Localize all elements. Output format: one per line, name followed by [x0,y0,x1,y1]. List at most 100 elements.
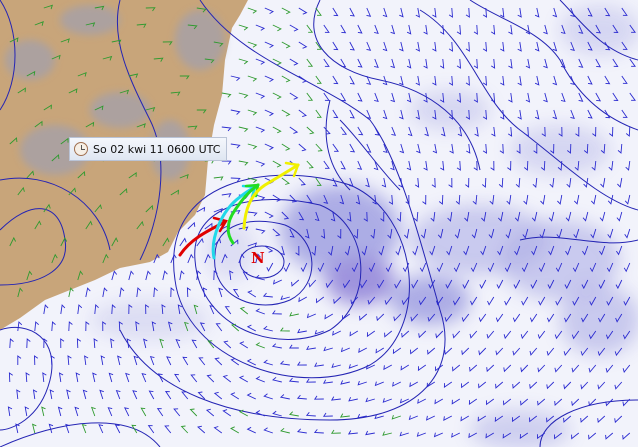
wind-barb-icon [482,143,488,154]
wind-barb-icon [239,306,249,315]
wind-barb-icon [68,287,74,298]
wind-barb-icon [516,143,521,154]
wind-barb-icon [479,279,487,289]
cloud-over-land [5,5,225,180]
wind-barb-icon [366,41,372,51]
wind-barb-icon [361,245,368,256]
wind-barb-icon [378,245,385,256]
wind-barb-icon [486,398,495,406]
wind-barb-icon [570,41,575,51]
wind-barb-icon [582,211,589,222]
wind-barb-icon [525,24,531,35]
wind-barb-icon [512,381,521,389]
wind-barb-icon [604,41,611,51]
wind-barb-icon [604,7,611,17]
wind-barb-icon [179,75,190,80]
wind-barb-icon [153,287,158,298]
wind-barb-icon [374,24,379,35]
wind-barb-icon [497,245,504,256]
wind-barb-icon [289,194,298,203]
wind-barb-icon [177,304,183,315]
wind-barb-icon [513,279,521,289]
wind-barb-icon [580,415,589,423]
wind-barb-icon [279,360,290,366]
wind-barb-icon [133,355,139,366]
wind-barb-icon [448,7,454,18]
wind-barb-icon [399,41,404,52]
wind-barb-icon [382,7,388,18]
wind-barb-icon [94,304,99,315]
wind-barb-icon [595,92,602,102]
wind-barb-icon [24,406,30,417]
wind-barb-icon [359,313,368,321]
wind-barb-icon [399,7,404,18]
wind-barb-icon [505,228,512,239]
clock-icon [74,142,88,156]
wind-barb-icon [534,7,540,18]
wind-barb-icon [357,413,367,419]
wind-barb-icon [448,41,454,52]
wind-barb-icon [272,228,281,237]
wind-barb-icon [60,338,65,349]
wind-barb-icon [517,7,522,18]
wind-barb-icon [366,143,372,153]
wind-barb-icon [355,194,361,205]
wind-barb-icon [357,92,363,102]
wind-barb-icon [164,425,172,434]
wind-barb-icon [247,177,258,184]
wind-barb-icon [332,75,339,85]
wind-barb-icon [85,121,95,128]
wind-barb-icon [179,237,187,247]
route-red-arrow-icon [212,216,228,233]
wind-barb-icon [411,279,419,289]
wind-barb-icon [334,262,342,273]
wind-barb-icon [473,92,478,103]
wind-barb-icon [570,109,575,119]
wind-barb-icon [323,126,331,135]
wind-barb-icon [384,330,393,338]
wind-barb-icon [380,211,385,222]
wind-barb-icon [590,228,597,239]
wind-barb-icon [170,189,180,196]
wind-barb-icon [486,330,495,339]
wind-barb-icon [186,287,191,298]
wind-barb-icon [230,426,240,434]
wind-barb-icon [111,304,116,315]
wind-barb-icon [529,313,538,323]
wind-barb-icon [247,75,258,82]
wind-barb-icon [581,313,589,323]
wind-barb-icon [402,262,410,273]
wind-barb-icon [157,373,164,383]
wind-barb-icon [456,92,462,103]
wind-barb-icon [143,338,148,349]
wind-barb-icon [398,177,403,188]
wind-barb-icon [131,424,138,434]
wind-barb-icon [218,287,223,298]
wind-barb-icon [406,160,412,171]
wind-barb-icon [43,203,51,213]
wind-barb-icon [437,228,444,239]
wind-barb-icon [396,211,402,222]
wind-barb-icon [595,58,602,68]
wind-barb-icon [317,262,325,273]
wind-barb-icon [589,262,597,273]
wind-barb-icon [502,432,512,439]
wind-barb-icon [496,279,504,289]
wind-barb-icon [400,364,410,371]
wind-barb-icon [255,342,265,349]
wind-barb-icon [431,177,436,188]
wind-barb-icon [456,160,461,171]
wind-barb-icon [469,364,478,372]
wind-barb-icon [351,262,359,273]
wind-barb-icon [232,289,240,298]
low-pressure-center-label: N [251,249,265,267]
wind-barb-icon [107,407,113,417]
wind-barb-icon [145,7,156,12]
wind-barb-icon [85,22,96,27]
wind-barb-icon [199,322,206,332]
wind-barb-icon [446,245,453,256]
wind-barb-icon [43,4,53,10]
wind-barb-icon [604,109,611,119]
wind-barb-icon [332,143,339,152]
